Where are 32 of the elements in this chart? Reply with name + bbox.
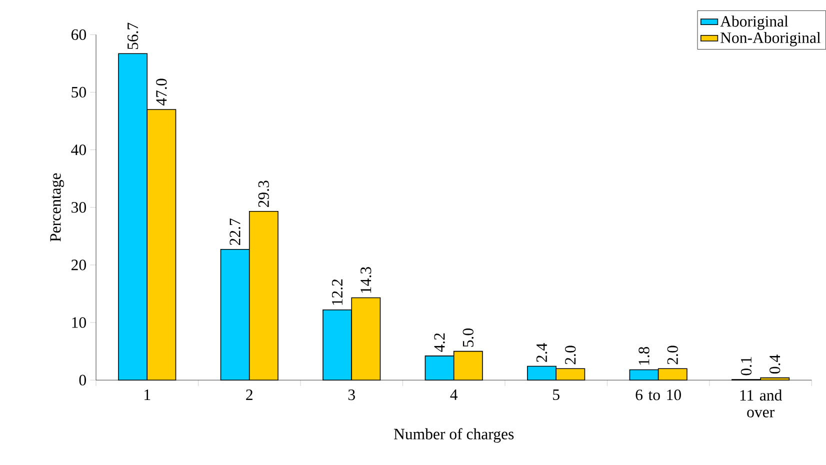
data-label: 2.4	[536, 343, 548, 362]
data-label: 22.7	[230, 218, 240, 245]
y-tick-label: 40	[71, 144, 86, 156]
legend-label: Aboriginal	[720, 15, 788, 30]
y-tick-label: 10	[72, 317, 86, 328]
x-tick-label: 1	[144, 389, 150, 400]
data-label: 47.0	[156, 78, 167, 106]
y-tick-label: 50	[72, 86, 86, 98]
y-axis-title: Percentage	[50, 173, 64, 242]
y-tick-label: 0	[79, 374, 86, 386]
data-label: 2.0	[565, 346, 576, 364]
data-label: 1.8	[638, 346, 650, 365]
data-label: 12.2	[332, 279, 343, 305]
x-tick-label: 4	[450, 389, 458, 400]
y-tick-label: 30	[72, 202, 86, 213]
data-label: 4.2	[434, 333, 445, 352]
data-label: 14.3	[360, 266, 372, 293]
x-axis-title: Number of charges	[394, 428, 514, 443]
legend-label: Non-Aboriginal	[720, 32, 821, 46]
data-label: 0.4	[770, 354, 780, 374]
y-tick-label: 60	[71, 29, 86, 40]
data-label: 29.3	[258, 180, 270, 207]
x-tick-label: 11 and over	[740, 389, 782, 418]
data-label: 0.1	[740, 356, 752, 376]
x-tick-label: 3	[348, 389, 355, 400]
x-tick-label: 5	[553, 389, 560, 400]
data-label: 56.7	[127, 22, 138, 49]
y-tick-label: 20	[72, 260, 86, 270]
x-tick-label: 2	[246, 389, 252, 400]
data-label: 2.0	[667, 346, 678, 364]
x-tick-label: 6 to 10	[636, 389, 681, 400]
data-label: 5.0	[462, 328, 474, 347]
